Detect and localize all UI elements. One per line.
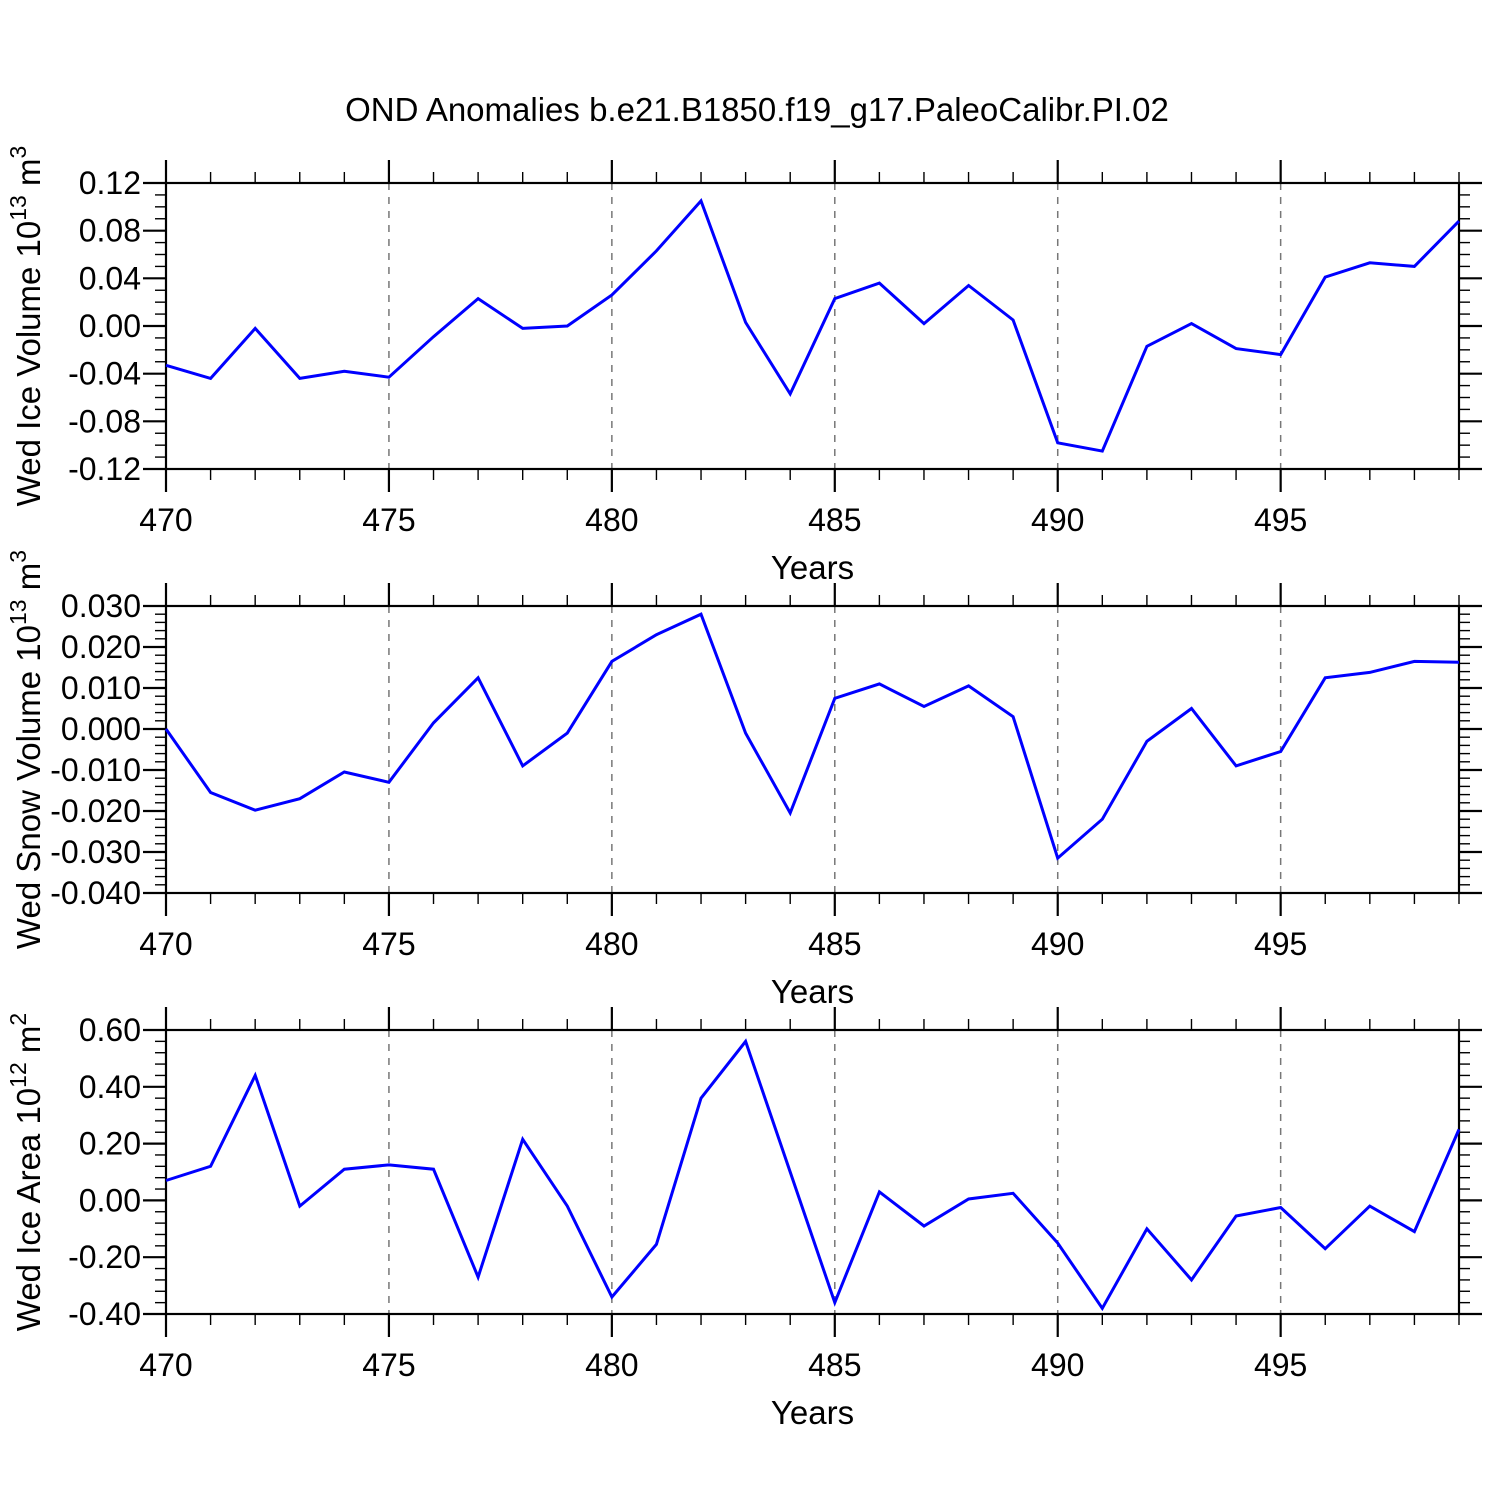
y-tick-label: 0.08 [79,213,141,249]
y-tick-label: 0.010 [61,670,141,706]
x-tick-label: 480 [585,502,638,538]
y-axis-title: Wed Ice Area 1012 m2 [5,1013,47,1331]
panel-ice-area: 0.60 0.40 0.20 0.00 -0.20 -0.40 470 475 480 485 49… [5,1007,1482,1431]
y-tick-label: -0.08 [68,403,141,439]
y-tick-label: 0.00 [79,308,141,344]
ice-volume-line [165,198,1461,453]
y-tick-label: -0.040 [50,875,141,911]
snow-volume-line [164,612,1460,861]
x-axis-title: Years [771,1394,854,1431]
y-tick-label: 0.030 [61,588,141,624]
panel-ice-volume: 0.12 0.08 0.04 0.00 -0.04 -0.08 -0.12 470 475 480… [5,146,1482,586]
x-tick-label: 480 [585,926,638,962]
plot-frame [164,1028,1461,1316]
x-tick-label: 495 [1254,502,1307,538]
x-tick-label: 490 [1031,502,1084,538]
y-tick-label: 0.40 [79,1069,141,1105]
x-tick-label: 480 [585,1347,638,1383]
x-tick-label: 475 [362,926,415,962]
ice-area-line [165,1038,1461,1312]
y-tick-label: -0.12 [68,451,141,487]
panel-snow-volume: 0.030 0.020 0.010 0.000 -0.010 -0.020 -0.030 -0… [5,550,1482,1010]
x-axis-title: Years [771,973,854,1010]
panels-group: 0.12 0.08 0.04 0.00 -0.04 -0.08 -0.12 470 475 480… [5,146,1482,1431]
y-axis-title: Wed Ice Volume 1013 m3 [5,146,47,507]
plot-frame [164,181,1461,471]
x-tick-label: 470 [139,502,192,538]
y-tick-label: -0.030 [50,834,141,870]
x-axis-title: Years [771,549,854,586]
x-tick-label: 475 [362,1347,415,1383]
y-axis-title: Wed Snow Volume 1013 m3 [5,550,47,949]
y-tick-label: -0.04 [68,356,141,392]
x-tick-label: 470 [139,926,192,962]
y-tick-label: -0.010 [50,752,141,788]
y-tick-label: 0.020 [61,629,141,665]
y-tick-label: 0.00 [79,1182,141,1218]
y-tick-label: 0.60 [79,1012,141,1048]
plot-frame [164,604,1461,895]
y-tick-label: 0.20 [79,1126,141,1162]
y-tick-label: -0.40 [68,1296,141,1332]
y-tick-label: 0.12 [79,165,141,201]
chart-title: OND Anomalies b.e21.B1850.f19_g17.PaleoC… [345,91,1169,128]
x-tick-label: 470 [139,1347,192,1383]
x-tick-label: 495 [1254,1347,1307,1383]
x-tick-label: 485 [808,926,861,962]
x-tick-label: 485 [808,1347,861,1383]
x-tick-label: 485 [808,502,861,538]
x-tick-label: 490 [1031,1347,1084,1383]
x-tick-label: 475 [362,502,415,538]
y-tick-label: 0.000 [61,711,141,747]
x-tick-label: 495 [1254,926,1307,962]
y-tick-label: -0.020 [50,793,141,829]
y-tick-label: -0.20 [68,1239,141,1275]
y-tick-label: 0.04 [79,260,141,296]
x-tick-label: 490 [1031,926,1084,962]
